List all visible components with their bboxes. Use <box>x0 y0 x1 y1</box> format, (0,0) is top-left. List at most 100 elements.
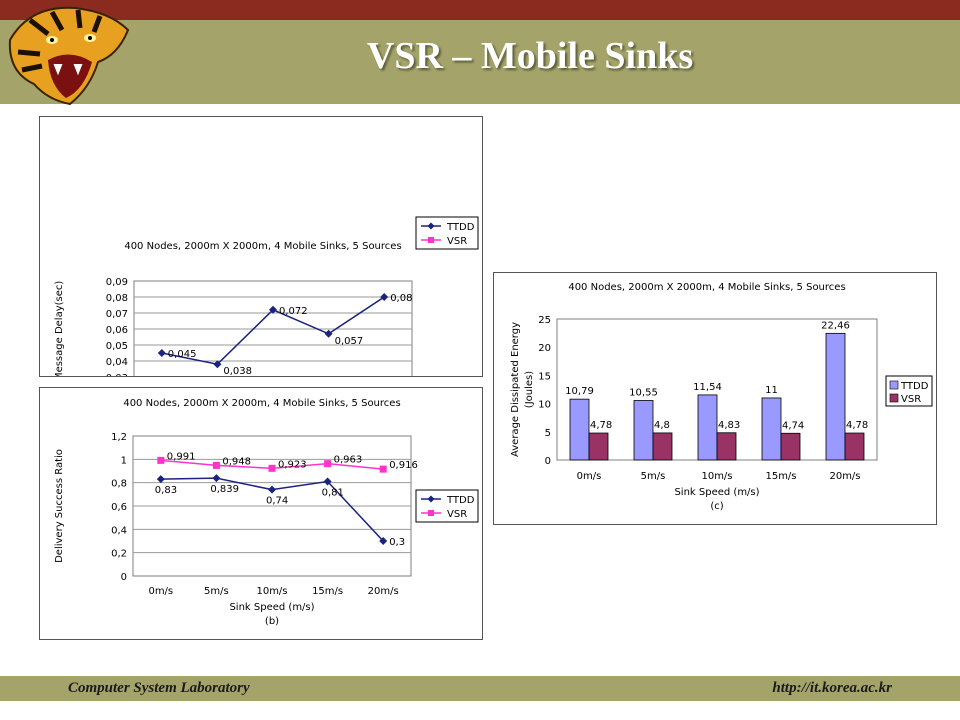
bar-vsr <box>716 432 737 461</box>
data-label-vsr: 0,991 <box>167 451 196 462</box>
data-point-vsr <box>324 460 332 468</box>
data-point-ttdd <box>380 293 389 301</box>
chart-title: 400 Nodes, 2000m X 2000m, 4 Mobile Sinks… <box>568 282 845 293</box>
x-tick-label: 15m/s <box>765 471 796 482</box>
chart-a-box: 400 Nodes, 2000m X 2000m, 4 Mobile Sinks… <box>39 116 483 377</box>
data-point-ttdd <box>268 485 276 494</box>
data-point-ttdd <box>212 474 221 483</box>
legend-marker-ttdd <box>427 495 435 503</box>
data-point-ttdd <box>379 537 388 545</box>
x-tick-label: 10m/s <box>701 471 732 482</box>
data-point-ttdd <box>157 349 166 357</box>
y-tick-label: 20 <box>538 343 551 354</box>
y-tick-label: 0,05 <box>106 341 128 352</box>
legend-box <box>415 216 479 250</box>
y-tick-label: 0,03 <box>106 373 128 376</box>
bar-vsr <box>844 432 865 461</box>
y-tick-label: 0,08 <box>106 293 128 304</box>
y-tick-label: 5 <box>545 428 551 439</box>
legend-label-ttdd: TTDD <box>446 222 475 233</box>
header-bar <box>0 20 960 104</box>
data-label-ttdd: 0,83 <box>155 485 177 496</box>
data-label-ttdd: 0,81 <box>322 488 344 499</box>
legend-marker-ttdd <box>427 222 435 230</box>
data-label-ttdd: 11 <box>765 385 778 396</box>
data-point-vsr <box>379 465 387 473</box>
bar-vsr <box>588 432 609 461</box>
data-label-vsr: 4,74 <box>782 420 804 431</box>
bar-ttdd <box>569 398 590 461</box>
data-point-vsr <box>212 461 220 469</box>
y-tick-label: 0 <box>545 456 551 467</box>
x-axis-label: Sink Speed (m/s) <box>229 602 314 613</box>
chart-caption: (b) <box>265 616 279 627</box>
top-band <box>0 0 960 20</box>
x-tick-label: 20m/s <box>368 586 399 597</box>
y-tick-label: 0,2 <box>111 549 127 560</box>
bar-ttdd <box>633 400 654 461</box>
chart-c: 400 Nodes, 2000m X 2000m, 4 Mobile Sinks… <box>510 282 933 512</box>
y-tick-label: 0,09 <box>106 277 128 288</box>
data-point-vsr <box>157 456 165 464</box>
y-tick-label: 0,8 <box>111 479 127 490</box>
x-tick-label: 20m/s <box>829 471 860 482</box>
data-point-ttdd <box>324 329 333 338</box>
x-tick-label: 15m/s <box>312 586 343 597</box>
bar-ttdd <box>761 397 782 461</box>
footer-bar <box>0 676 960 701</box>
y-tick-label: 0,06 <box>106 325 128 336</box>
data-label-vsr: 4,78 <box>846 420 868 431</box>
legend-label-vsr: VSR <box>901 394 921 405</box>
data-label-ttdd: 0,74 <box>266 496 288 507</box>
data-label-vsr: 4,83 <box>718 420 740 431</box>
data-point-ttdd <box>156 475 165 484</box>
chart-title: 400 Nodes, 2000m X 2000m, 4 Mobile Sinks… <box>124 241 401 252</box>
chart-b-box: 400 Nodes, 2000m X 2000m, 4 Mobile Sinks… <box>39 387 483 640</box>
data-label-ttdd: 0,072 <box>279 306 308 317</box>
legend-marker-vsr <box>428 237 434 243</box>
y-axis-label-unit: (Joules) <box>524 371 535 408</box>
y-axis-label: Delivery Success Ratio <box>54 449 65 563</box>
y-axis-label: Average Dissipated Energy <box>510 322 521 457</box>
x-tick-label: 5m/s <box>204 586 229 597</box>
y-tick-label: 0 <box>121 572 127 583</box>
legend-label-vsr: VSR <box>447 236 467 247</box>
data-label-ttdd: 0,839 <box>210 484 239 495</box>
legend-label-ttdd: TTDD <box>900 381 929 392</box>
y-tick-label: 0,07 <box>106 309 128 320</box>
legend-swatch-vsr <box>889 393 899 403</box>
y-tick-label: 25 <box>538 315 551 326</box>
bar-ttdd <box>825 332 846 461</box>
data-label-ttdd: 10,79 <box>565 386 594 397</box>
footer-lab-name: Computer System Laboratory <box>68 680 250 696</box>
x-tick-label: 0m/s <box>148 586 173 597</box>
data-label-vsr: 4,8 <box>654 420 670 431</box>
data-label-ttdd: 0,045 <box>168 349 197 360</box>
tiger-logo-icon <box>8 6 130 106</box>
data-point-ttdd <box>323 477 332 486</box>
data-label-ttdd: 22,46 <box>821 320 850 331</box>
data-point-vsr <box>268 464 276 472</box>
data-label-ttdd: 0,038 <box>223 366 252 376</box>
legend-label-ttdd: TTDD <box>446 495 475 506</box>
data-label-vsr: 4,78 <box>590 420 612 431</box>
legend-swatch-ttdd <box>889 380 899 390</box>
data-point-ttdd <box>213 360 222 369</box>
footer-url: http://it.korea.ac.kr <box>772 680 892 696</box>
y-tick-label: 0,04 <box>106 357 128 368</box>
chart-b: 400 Nodes, 2000m X 2000m, 4 Mobile Sinks… <box>54 398 479 627</box>
y-axis-label: Average Message Delay(sec) <box>54 281 65 376</box>
x-axis-label: Sink Speed (m/s) <box>674 487 759 498</box>
chart-c-box: 400 Nodes, 2000m X 2000m, 4 Mobile Sinks… <box>493 272 937 525</box>
data-label-ttdd: 0,08 <box>390 293 412 304</box>
data-label-ttdd: 0,057 <box>335 336 364 347</box>
chart-caption: (c) <box>710 501 723 512</box>
bar-vsr <box>652 432 673 461</box>
x-tick-label: 0m/s <box>577 471 602 482</box>
data-label-ttdd: 0,3 <box>389 537 405 548</box>
x-tick-label: 5m/s <box>641 471 666 482</box>
y-tick-label: 1 <box>121 455 127 466</box>
data-label-ttdd: 11,54 <box>693 382 722 393</box>
y-tick-label: 0,6 <box>111 502 127 513</box>
legend-box <box>415 489 479 523</box>
